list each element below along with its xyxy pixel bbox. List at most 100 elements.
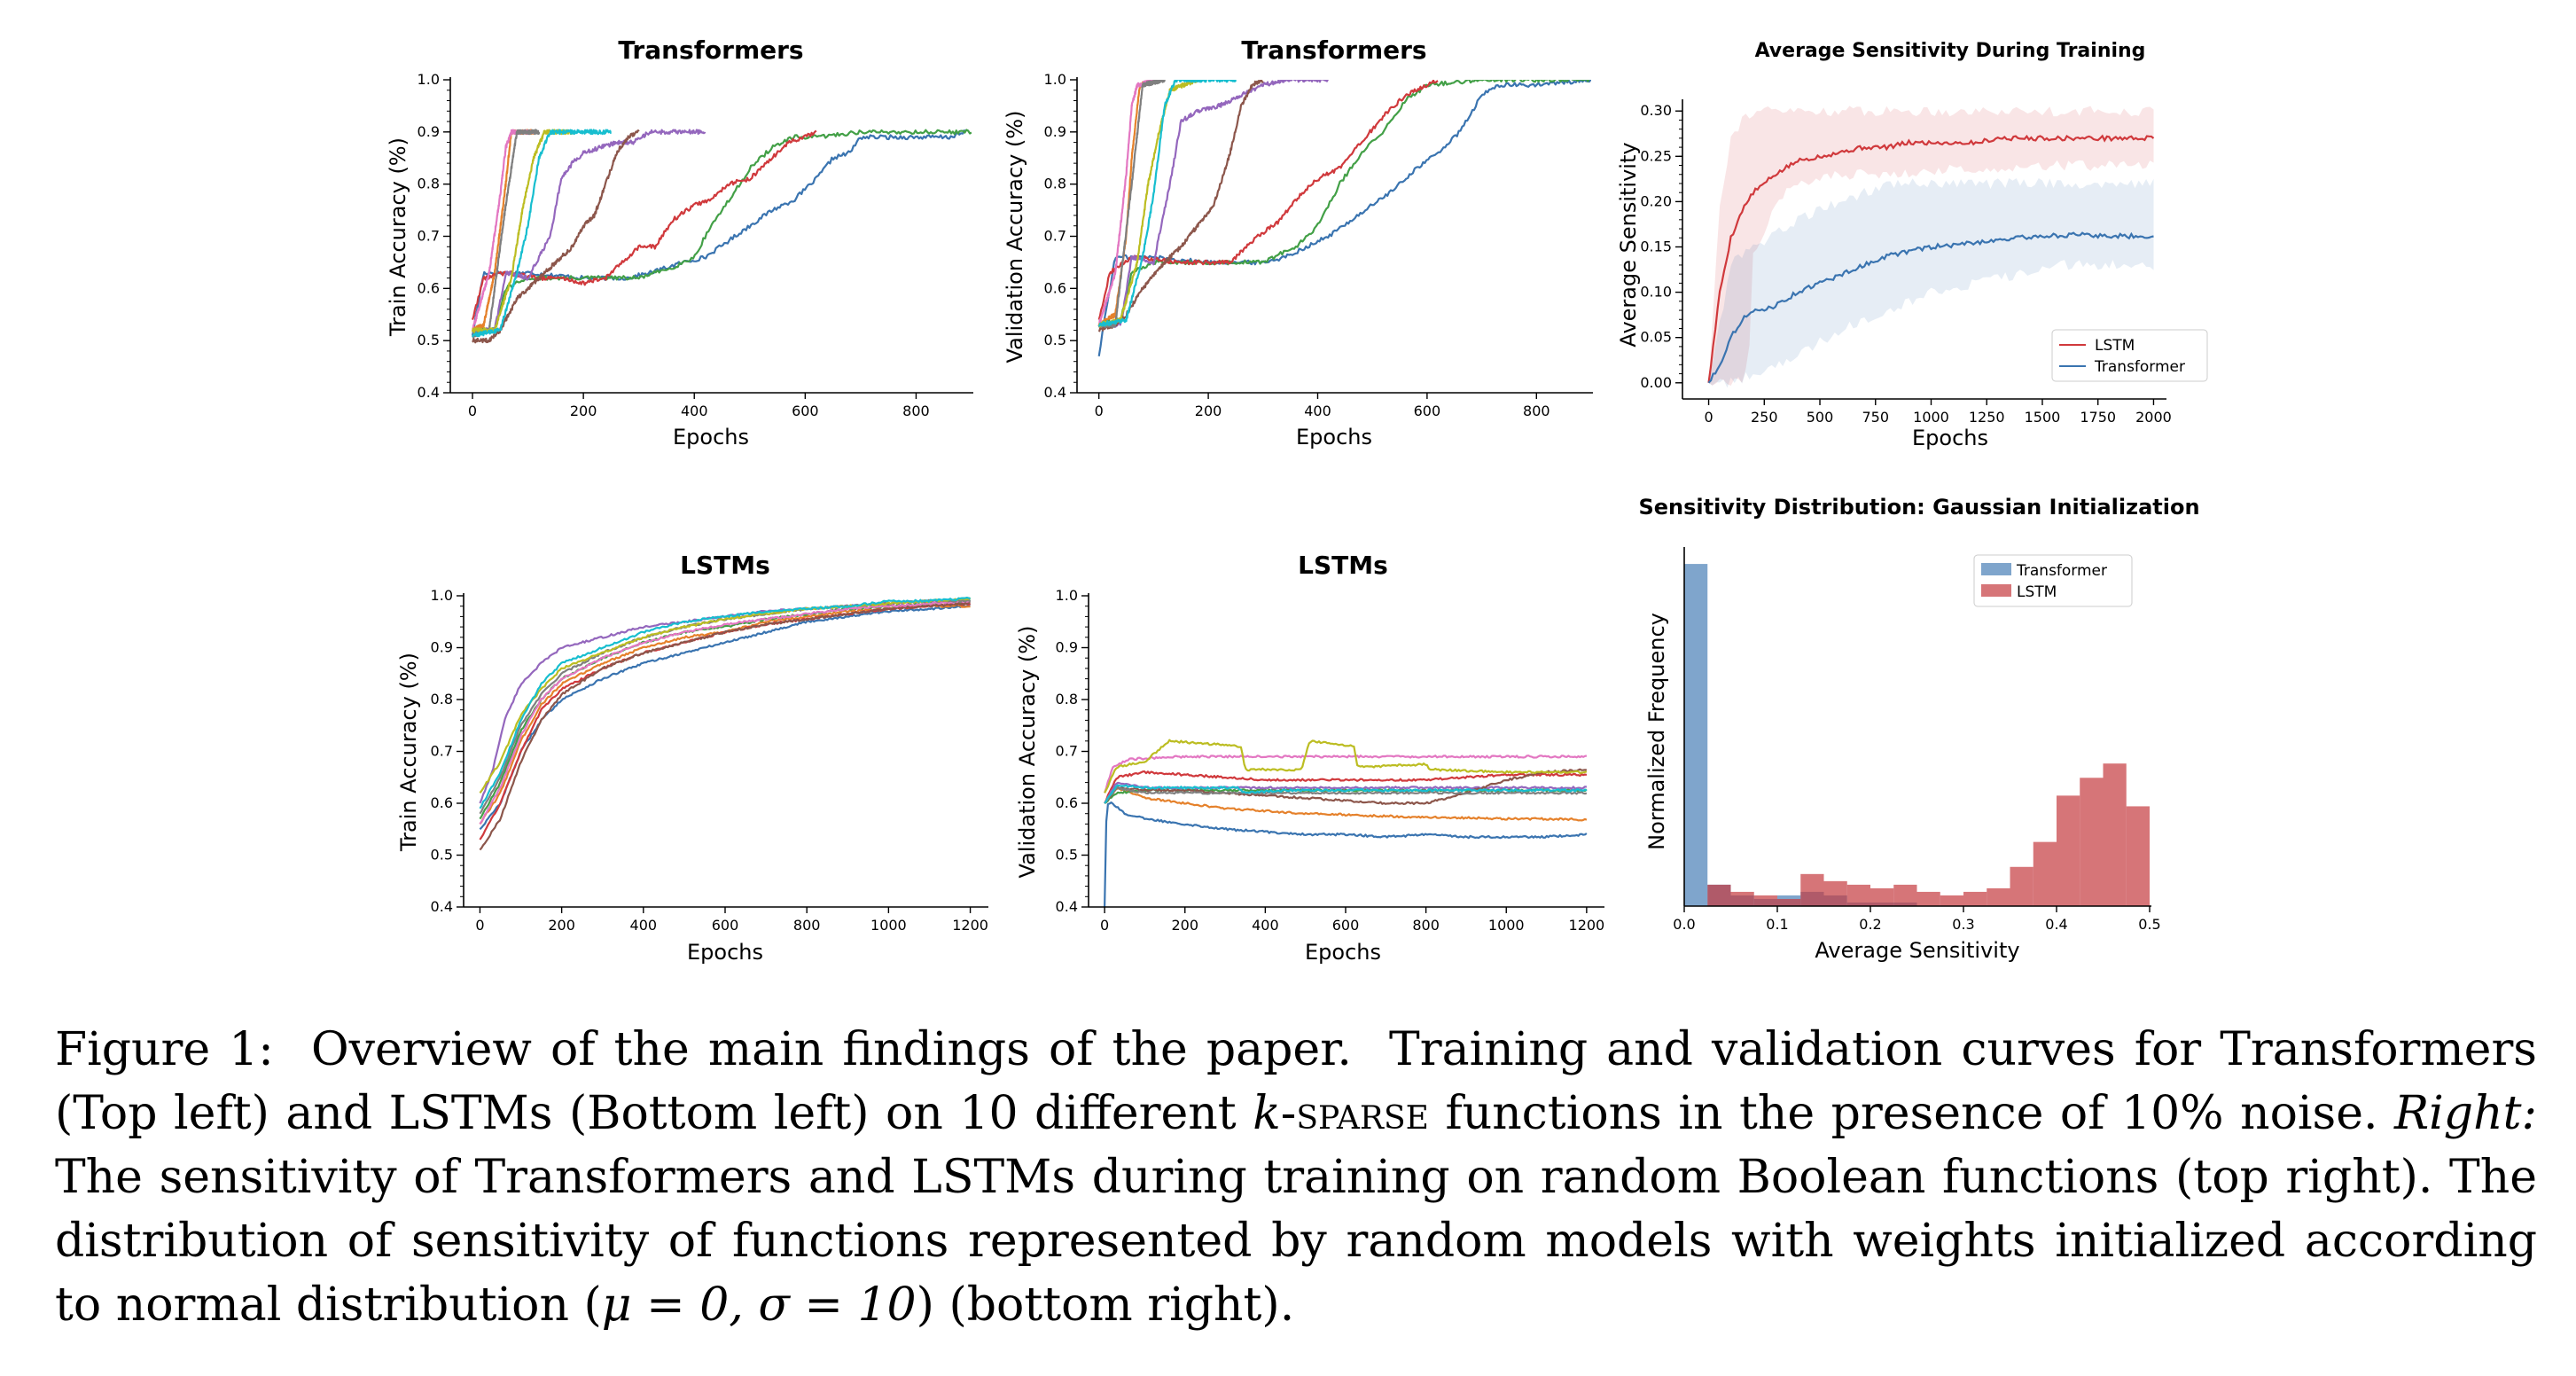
caption-sentence-3: The sensitivity of Transformers and LSTM… xyxy=(55,1151,2537,1332)
x-tick-label: 0.2 xyxy=(1859,916,1881,933)
panel-transformers-validation: Transformers 0 200 400 600 800 0.4 0.5 0.6 0.7 0.… xyxy=(1003,35,1593,450)
legend-label-lstm: LSTM xyxy=(2095,337,2135,355)
y-tick-label: 0.10 xyxy=(1640,284,1672,301)
plot-area xyxy=(1104,739,1588,907)
x-tick-label: 2000 xyxy=(2135,409,2172,426)
panel-transformers-train: Transformers 0 200 400 600 800 0.4 0.5 0.6 0.7 0.… xyxy=(386,35,973,450)
caption-label: Figure 1: xyxy=(55,1023,274,1076)
histogram-bar-lstm xyxy=(2057,795,2080,906)
y-tick-label: 0.9 xyxy=(418,123,440,140)
y-tick-label: 0.4 xyxy=(1056,898,1078,915)
series-line-run2 xyxy=(479,604,971,825)
series-line-run9 xyxy=(479,597,972,794)
caption-dash: - xyxy=(1280,1087,1297,1140)
x-tick-label: 800 xyxy=(1412,917,1440,934)
x-tick-label: 600 xyxy=(792,403,819,419)
y-tick-label: 0.7 xyxy=(431,743,453,760)
y-axis-label: Validation Accuracy (%) xyxy=(1015,626,1040,879)
series-line-run4 xyxy=(1104,770,1588,804)
histogram-bar-lstm xyxy=(2080,778,2104,906)
x-tick-label: 400 xyxy=(1304,403,1331,419)
confidence-band-lstm xyxy=(1708,106,2154,387)
x-tick-label: 200 xyxy=(1195,403,1222,419)
series-line-run10 xyxy=(472,129,612,338)
histogram-bar-lstm xyxy=(1730,891,1754,906)
legend-label-lstm: LSTM xyxy=(2017,583,2057,601)
y-tick-label: 0.25 xyxy=(1640,147,1672,164)
y-tick-label: 0.5 xyxy=(1044,332,1066,348)
x-tick-label: 400 xyxy=(630,917,658,934)
y-tick-label: 0.9 xyxy=(1044,123,1066,140)
x-tick-label: 200 xyxy=(548,917,575,934)
chart-title: LSTMs xyxy=(680,551,770,580)
plot-area xyxy=(1684,564,2150,906)
caption-sentence-2b: functions in the presence of 10% noise. xyxy=(1445,1087,2378,1140)
legend-swatch-transformer xyxy=(1981,563,2011,575)
confidence-band-transformer xyxy=(1708,178,2154,388)
histogram-bar-lstm xyxy=(1893,884,1917,906)
x-tick-label: 1200 xyxy=(952,917,988,934)
caption-k: k xyxy=(1253,1087,1281,1140)
histogram-bar-transformer xyxy=(1684,564,1708,906)
histogram-bar-lstm xyxy=(1846,884,1870,906)
caption-right: Right: xyxy=(2394,1087,2537,1140)
axes: 0 200 400 600 800 1000 1200 0.4 0.5 0.6 0.7 0.8 0.9 1… xyxy=(431,587,988,934)
x-tick-label: 1500 xyxy=(2025,409,2061,426)
panel-lstms-validation: LSTMs 0 200 400 600 800 1000 12000.40.50.60.70… xyxy=(1015,551,1604,965)
x-tick-label: 0 xyxy=(475,917,484,934)
y-axis-label: Validation Accuracy (%) xyxy=(1003,111,1027,364)
x-tick-label: 1000 xyxy=(1913,409,1949,426)
histogram-bar-lstm xyxy=(1870,887,1894,906)
chart-title: Transformers xyxy=(618,35,803,65)
x-tick-label: 400 xyxy=(681,403,708,419)
y-tick-label: 0.6 xyxy=(431,794,453,811)
series-line-run1 xyxy=(471,129,967,336)
histogram-bar-lstm xyxy=(2010,866,2033,906)
series-line-run6 xyxy=(479,601,971,851)
y-axis-label: Average Sensitivity xyxy=(1616,142,1641,347)
caption-params: μ = 0, σ = 10 xyxy=(601,1278,917,1332)
y-tick-label: 0.8 xyxy=(1044,176,1066,192)
x-tick-label: 200 xyxy=(1171,917,1198,934)
series-line-run10 xyxy=(479,597,971,809)
x-tick-label: 1750 xyxy=(2080,409,2116,426)
chart-title: LSTMs xyxy=(1298,551,1388,580)
x-tick-label: 250 xyxy=(1751,409,1778,426)
x-tick-label: 500 xyxy=(1807,409,1834,426)
mean-line-transformer xyxy=(1707,231,2154,384)
figure-caption: Figure 1: Overview of the main findings … xyxy=(55,1018,2537,1337)
x-tick-label: 0 xyxy=(468,403,477,419)
x-tick-label: 1000 xyxy=(1488,917,1525,934)
x-axis-label: Epochs xyxy=(1296,425,1372,450)
series-line-run6 xyxy=(1104,768,1587,806)
series-line-run4 xyxy=(1097,80,1439,320)
x-tick-label: 0 xyxy=(1095,403,1104,419)
legend-label-transformer: Transformer xyxy=(2094,358,2185,376)
histogram-bar-lstm xyxy=(1777,898,1801,906)
legend-box xyxy=(1973,554,2133,607)
axes: 0 200 400 600 800 0.4 0.5 0.6 0.7 0.8 0.9 1.0 xyxy=(418,71,973,419)
legend-swatch-lstm xyxy=(1981,584,2011,597)
x-tick-label: 0.1 xyxy=(1766,916,1788,933)
y-tick-label: 1.0 xyxy=(418,71,440,88)
y-tick-label: 0.9 xyxy=(431,639,453,656)
histogram-bar-lstm xyxy=(1800,873,1824,906)
caption-sentence-3-end: ) (bottom right). xyxy=(916,1278,1295,1332)
plot-area xyxy=(471,129,972,344)
series-line-run7 xyxy=(1104,754,1588,794)
panel-sensitivity-training: Average Sensitivity During Training 0 250… xyxy=(1616,40,2208,450)
y-axis-label: Train Accuracy (%) xyxy=(396,653,421,852)
y-tick-label: 0.6 xyxy=(1044,279,1066,296)
axes: 0 200 400 600 800 1000 1200 0.4 0.5 0.6 0.7 0.8 0.9 1… xyxy=(1056,587,1605,934)
y-tick-label: 0.4 xyxy=(431,898,453,915)
x-tick-label: 800 xyxy=(793,917,821,934)
y-tick-label: 0.4 xyxy=(1044,384,1066,401)
y-tick-label: 0.9 xyxy=(1056,639,1078,656)
mean-line-lstm xyxy=(1707,134,2155,383)
y-axis-label: Normalized Frequency xyxy=(1644,613,1669,850)
y-tick-label: 0.7 xyxy=(1044,228,1066,245)
chart-title: Average Sensitivity During Training xyxy=(1755,40,2146,62)
series-line-run2 xyxy=(1104,786,1588,822)
histogram-bar-lstm xyxy=(1707,884,1731,906)
